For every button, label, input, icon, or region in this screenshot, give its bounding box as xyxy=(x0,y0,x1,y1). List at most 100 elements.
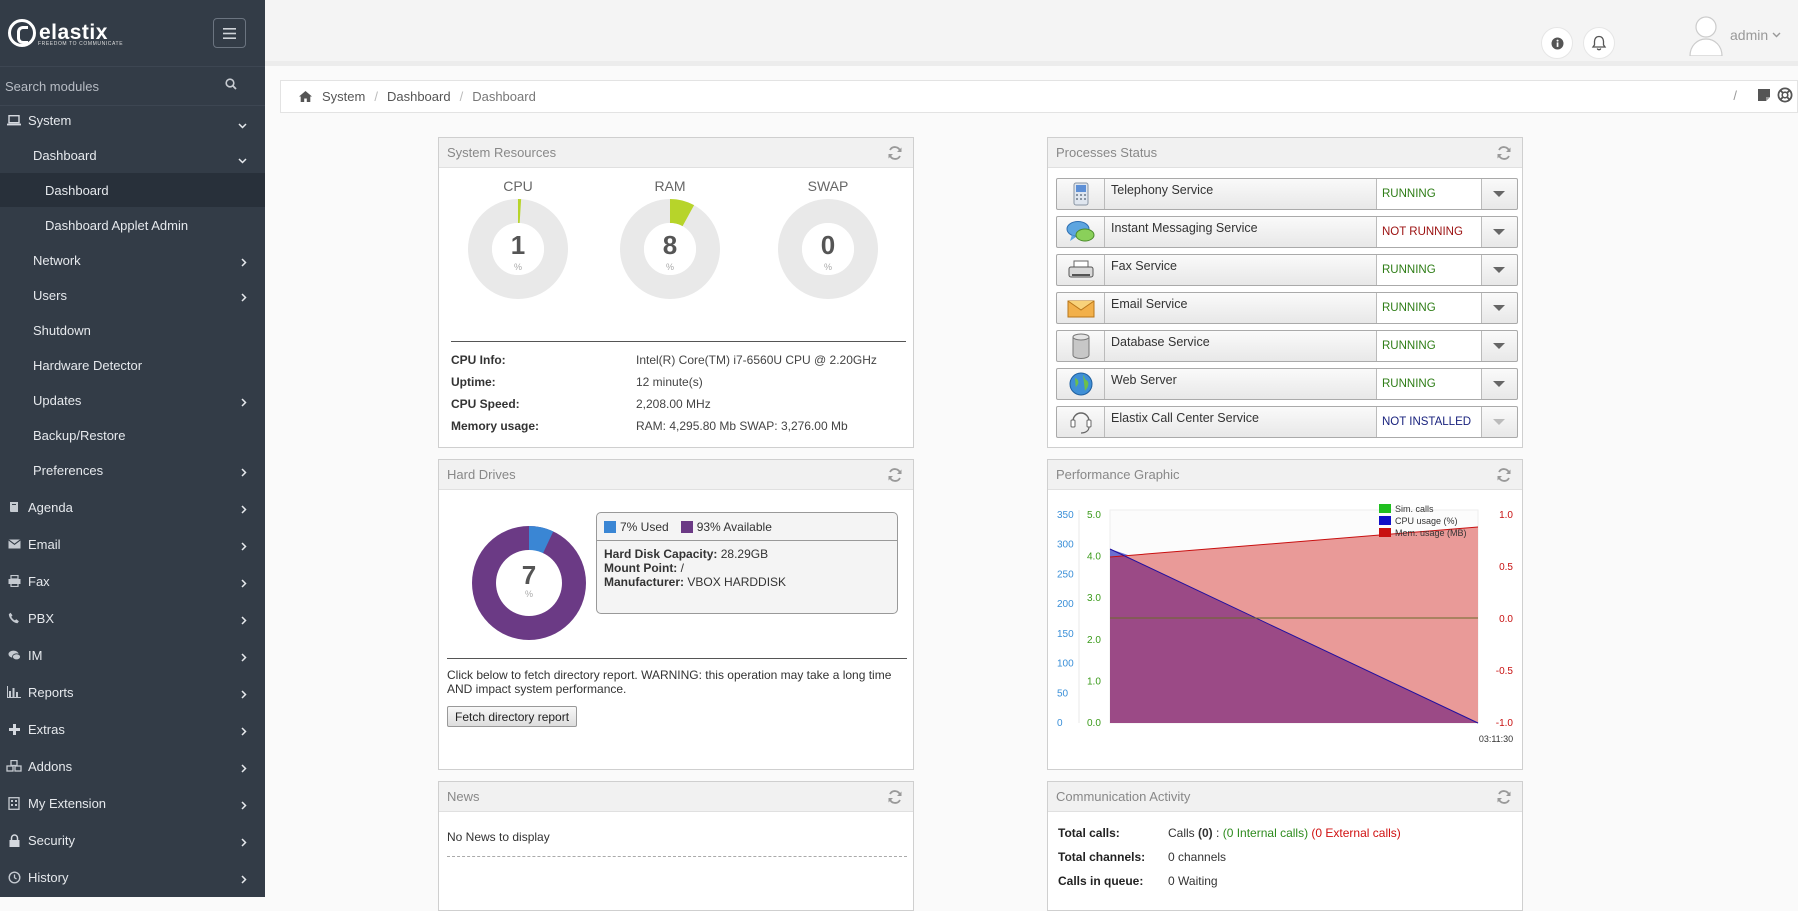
process-dropdown-button[interactable] xyxy=(1481,331,1517,361)
process-dropdown-button[interactable] xyxy=(1481,293,1517,323)
sidebar-item-network[interactable]: Network xyxy=(0,243,265,277)
search-input[interactable] xyxy=(0,67,220,105)
sidebar-item-label: Email xyxy=(28,537,61,552)
sidebar-item-history[interactable]: History xyxy=(0,860,265,894)
chevron-down-icon xyxy=(1772,32,1781,38)
bar-chart-icon xyxy=(6,685,22,699)
process-dropdown-button[interactable] xyxy=(1481,179,1517,209)
internal-calls: (0 Internal calls) xyxy=(1223,826,1308,840)
process-name: Email Service xyxy=(1111,297,1187,311)
sidebar-item-email[interactable]: Email xyxy=(0,527,265,561)
sidebar-item-dashboard[interactable]: Dashboard xyxy=(0,138,265,172)
tick-label: 0.5 xyxy=(1499,562,1513,573)
sidebar-item-reports[interactable]: Reports xyxy=(0,675,265,709)
legend-available: 93% Available xyxy=(681,520,772,534)
refresh-icon[interactable] xyxy=(1496,145,1512,164)
sidebar-item-users[interactable]: Users xyxy=(0,278,265,312)
sticky-note-icon[interactable] xyxy=(1757,88,1771,102)
tick-label: 3.0 xyxy=(1087,593,1101,604)
sidebar-item-hardware-detector[interactable]: Hardware Detector xyxy=(0,348,265,382)
sidebar-item-updates[interactable]: Updates xyxy=(0,383,265,417)
notifications-button[interactable] xyxy=(1583,27,1615,59)
help-lifebuoy-icon[interactable] xyxy=(1777,87,1793,103)
sidebar-item-label: Backup/Restore xyxy=(33,428,126,443)
history-icon xyxy=(6,870,22,884)
legend-used: 7% Used xyxy=(604,520,669,534)
fetch-directory-report-button[interactable]: Fetch directory report xyxy=(447,706,577,727)
sidebar-item-extras[interactable]: Extras xyxy=(0,712,265,746)
process-name: Web Server xyxy=(1111,373,1177,387)
refresh-icon[interactable] xyxy=(1496,467,1512,486)
tick-label: -1.0 xyxy=(1496,718,1514,729)
fetch-report-note: Click below to fetch directory report. W… xyxy=(447,658,907,696)
sidebar-item-system[interactable]: System xyxy=(0,103,265,137)
breadcrumb-right-separator: / xyxy=(1733,88,1737,103)
sidebar-item-label: Preferences xyxy=(33,463,103,478)
building-icon xyxy=(6,796,22,810)
process-name: Database Service xyxy=(1111,335,1210,349)
refresh-icon[interactable] xyxy=(887,789,903,808)
tick-label: 2.0 xyxy=(1087,635,1101,646)
sidebar-item-dashboard[interactable]: Dashboard xyxy=(0,173,265,207)
sidebar-item-label: Dashboard xyxy=(33,148,97,163)
elastix-logo[interactable]: elastix FREEDOM TO COMMUNICATE xyxy=(8,19,108,47)
menu-toggle-button[interactable] xyxy=(213,18,246,48)
info-button[interactable] xyxy=(1541,27,1573,59)
process-dropdown-button[interactable] xyxy=(1481,369,1517,399)
tick-label: 150 xyxy=(1057,629,1074,640)
panel-header: Communication Activity xyxy=(1048,782,1522,812)
sidebar-item-preferences[interactable]: Preferences xyxy=(0,453,265,487)
home-icon[interactable] xyxy=(299,91,312,102)
sidebar-item-pbx[interactable]: PBX xyxy=(0,601,265,635)
chevron-right-icon xyxy=(241,502,247,517)
process-name: Instant Messaging Service xyxy=(1111,221,1258,235)
total-channels-value: 0 channels xyxy=(1168,850,1226,864)
top-bar: admin xyxy=(265,0,1798,66)
info-row: CPU Info:Intel(R) Core(TM) i7-6560U CPU … xyxy=(451,349,906,371)
process-dropdown-button[interactable] xyxy=(1481,255,1517,285)
headset-icon xyxy=(1057,407,1105,437)
user-menu[interactable]: admin xyxy=(1688,12,1798,58)
breadcrumb-dashboard[interactable]: Dashboard xyxy=(387,89,451,104)
sidebar-item-addons[interactable]: Addons xyxy=(0,749,265,783)
panel-header: Performance Graphic xyxy=(1048,460,1522,490)
refresh-icon[interactable] xyxy=(1496,789,1512,808)
panel-header: News xyxy=(439,782,913,812)
sidebar-item-agenda[interactable]: Agenda xyxy=(0,490,265,524)
refresh-icon[interactable] xyxy=(887,145,903,164)
communication-activity-panel: Communication Activity Total calls: Call… xyxy=(1047,781,1523,911)
process-dropdown-button[interactable] xyxy=(1481,217,1517,247)
disk-detail-key: Hard Disk Capacity: xyxy=(604,547,717,561)
gauge-unit: % xyxy=(619,262,721,272)
triangle-down-icon xyxy=(1493,343,1505,349)
sidebar-item-label: Shutdown xyxy=(33,323,91,338)
sidebar-item-dashboard-applet-admin[interactable]: Dashboard Applet Admin xyxy=(0,208,265,242)
sidebar-item-security[interactable]: Security xyxy=(0,823,265,857)
sidebar-item-im[interactable]: IM xyxy=(0,638,265,672)
sidebar-item-label: Extras xyxy=(28,722,65,737)
chevron-right-icon xyxy=(241,687,247,702)
gauge-value: 1 xyxy=(467,230,569,261)
refresh-icon[interactable] xyxy=(887,467,903,486)
fax-icon xyxy=(1057,255,1105,285)
disk-detail-row: Hard Disk Capacity: 28.29GB xyxy=(604,547,890,561)
sidebar-item-backup-restore[interactable]: Backup/Restore xyxy=(0,418,265,452)
search-icon[interactable] xyxy=(225,78,237,93)
sidebar-item-label: Users xyxy=(33,288,67,303)
sidebar-item-shutdown[interactable]: Shutdown xyxy=(0,313,265,347)
sidebar-item-label: Addons xyxy=(28,759,72,774)
sidebar-search xyxy=(0,66,265,106)
sidebar-item-fax[interactable]: Fax xyxy=(0,564,265,598)
chevron-right-icon xyxy=(241,761,247,776)
breadcrumb-tools: / xyxy=(1733,87,1793,103)
sidebar-item-my-extension[interactable]: My Extension xyxy=(0,786,265,820)
gauge-unit: % xyxy=(777,262,879,272)
info-row: Memory usage:RAM: 4,295.80 Mb SWAP: 3,27… xyxy=(451,415,906,437)
breadcrumb-system[interactable]: System xyxy=(322,89,365,104)
sidebar-item-label: IM xyxy=(28,648,42,663)
chevron-right-icon xyxy=(241,872,247,887)
